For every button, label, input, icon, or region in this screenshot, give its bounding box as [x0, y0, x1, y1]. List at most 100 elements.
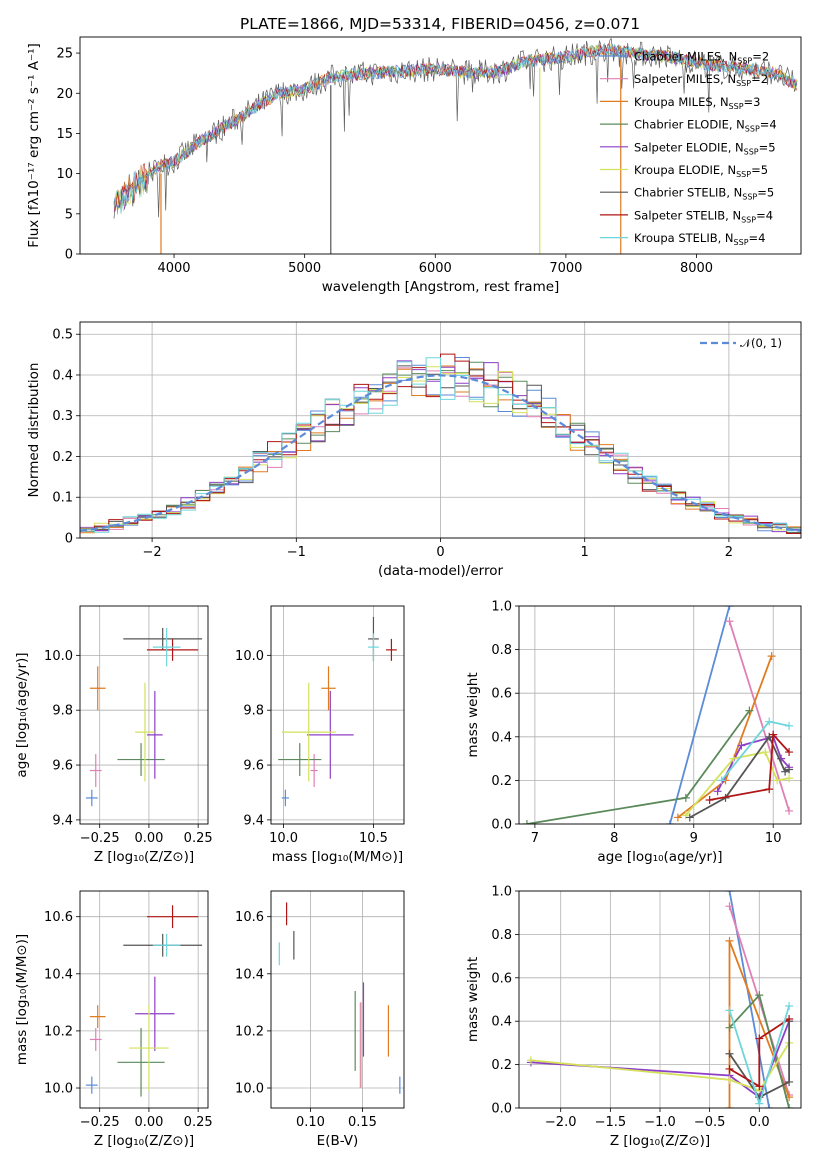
- y-tick-label: 10.4: [44, 967, 73, 982]
- normal-curve: [80, 374, 801, 532]
- y-tick-label: 10.0: [235, 649, 264, 664]
- axes-frame: [79, 321, 802, 539]
- y-axis-label: mass weight: [465, 672, 481, 757]
- legend-name: Kroupa MILES, N: [634, 95, 729, 109]
- weight-marker: [781, 767, 790, 776]
- weight-marker: [773, 776, 782, 785]
- weight-marker: [785, 806, 794, 815]
- legend-entry: Chabrier MILES, NSSP=2: [634, 50, 769, 66]
- figure-title: PLATE=1866, MJD=53314, FIBERID=0456, z=0…: [240, 15, 640, 33]
- legend-sub: SSP: [741, 215, 756, 224]
- x-tick-label: 0.00: [134, 1115, 163, 1130]
- weight-marker: [765, 785, 774, 794]
- plot-area: [522, 606, 794, 824]
- y-tick-label: 10: [56, 167, 73, 182]
- legend-value: =2: [752, 50, 769, 64]
- x-tick-label: 9: [690, 831, 698, 846]
- x-tick-label: 0.0: [749, 1115, 770, 1130]
- legend-name: Chabrier MILES, N: [634, 50, 737, 64]
- y-axis-label: mass weight: [465, 957, 481, 1042]
- x-tick-label: 1: [581, 545, 589, 560]
- legend-name: Salpeter ELODIE, N: [634, 140, 744, 154]
- y-tick-label: 10.0: [44, 649, 73, 664]
- x-tick-label: −0.25: [80, 831, 120, 846]
- weight-marker: [729, 754, 738, 763]
- legend-name: Chabrier STELIB, N: [634, 186, 742, 200]
- x-tick-label: 0.25: [184, 1115, 213, 1130]
- panel-6: 0.10 0.15 10.0 10.2 10.4 10.6 E(B-V): [235, 890, 405, 1149]
- panel-0: 4000 5000 6000 7000 8000 0 5 10 15 20 25 wavelength…: [26, 36, 802, 295]
- weight-marker: [522, 820, 531, 824]
- weight-marker: [785, 765, 794, 774]
- legend-value: =4: [760, 118, 777, 132]
- y-tick-label: 10.0: [235, 1082, 264, 1097]
- x-axis-label: E(B-V): [317, 1133, 359, 1149]
- x-axis-label: age [log₁₀(age/yr)]: [597, 849, 722, 865]
- legend-entry: Salpeter ELODIE, NSSP=5: [634, 140, 776, 156]
- legend-name: Salpeter MILES, N: [634, 72, 736, 86]
- x-tick-label: 8000: [680, 261, 713, 276]
- legend-name: Kroupa STELIB, N: [634, 231, 734, 245]
- y-axis-label: mass [log₁₀(M/M⊙)]: [14, 934, 30, 1065]
- x-tick-label: 7: [531, 831, 539, 846]
- y-tick-label: 10.2: [44, 1024, 73, 1039]
- weight-marker: [665, 820, 674, 824]
- axes-frame: [518, 605, 802, 825]
- panel-4: 7 8 9 10 0.0 0.2 0.4 0.6 0.8 1.0 age [log₁₀(age/yr…: [465, 600, 802, 865]
- weight-marker: [785, 748, 794, 757]
- legend-value: =5: [757, 186, 774, 200]
- y-tick-label: 10.0: [44, 1082, 73, 1097]
- weight-marker: [745, 706, 754, 715]
- weight-marker: [785, 774, 794, 783]
- axes-frame: [79, 605, 209, 825]
- panels: 4000 5000 6000 7000 80000510152025wavelength…: [14, 36, 802, 1149]
- spectrum-line: [113, 43, 798, 215]
- y-tick-label: 0.1: [52, 491, 73, 506]
- weight-line: [729, 1018, 790, 1088]
- y-tick-label: 9.8: [243, 704, 264, 719]
- x-tick-label: 8: [610, 831, 618, 846]
- y-tick-label: 10.6: [44, 910, 73, 925]
- weight-marker: [725, 1104, 734, 1108]
- legend-entry: Salpeter STELIB, NSSP=4: [634, 208, 773, 224]
- weight-marker: [681, 793, 690, 802]
- x-tick-label: 10.5: [359, 831, 388, 846]
- weight-line: [530, 1020, 790, 1099]
- weight-marker: [526, 1056, 535, 1065]
- y-tick-label: 0.5: [52, 328, 73, 343]
- x-tick-label: 4000: [157, 261, 190, 276]
- legend-value: =5: [751, 163, 768, 177]
- weight-line: [728, 905, 790, 1096]
- weight-marker: [785, 1002, 794, 1011]
- y-axis-label: Flux [fλ10⁻¹⁷ erg cm⁻² s⁻¹ A⁻¹]: [26, 43, 42, 248]
- x-tick-label: 5000: [288, 261, 321, 276]
- plot-area: [278, 616, 397, 807]
- legend-sub: SSP: [745, 125, 760, 134]
- y-tick-label: 5: [65, 207, 73, 222]
- legend-sub: SSP: [742, 193, 757, 202]
- y-tick-label: 9.4: [243, 813, 264, 828]
- legend-name: Salpeter STELIB, N: [634, 208, 741, 222]
- legend-entry: Kroupa ELODIE, NSSP=5: [634, 163, 768, 179]
- y-tick-label: 0: [65, 532, 73, 547]
- y-tick-label: 1.0: [491, 885, 512, 900]
- weight-marker: [717, 776, 726, 785]
- legend-value: =5: [759, 140, 776, 154]
- axes-frame: [79, 36, 802, 255]
- weight-marker: [725, 1023, 734, 1032]
- legend-value: =2: [751, 72, 768, 86]
- weight-marker: [725, 606, 734, 610]
- x-tick-label: 0.00: [134, 831, 163, 846]
- x-tick-label: 2: [725, 545, 733, 560]
- x-axis-label: mass [log₁₀(M/M⊙)]: [272, 849, 403, 865]
- x-tick-label: 0: [436, 545, 444, 560]
- y-tick-label: 9.8: [52, 704, 73, 719]
- y-tick-label: 15: [56, 127, 73, 142]
- weight-marker: [725, 1006, 734, 1015]
- legend-sub: SSP: [737, 57, 752, 66]
- y-tick-label: 0: [65, 248, 73, 263]
- histogram-step: [80, 357, 801, 533]
- weight-marker: [725, 1064, 734, 1073]
- weight-marker: [755, 1099, 764, 1108]
